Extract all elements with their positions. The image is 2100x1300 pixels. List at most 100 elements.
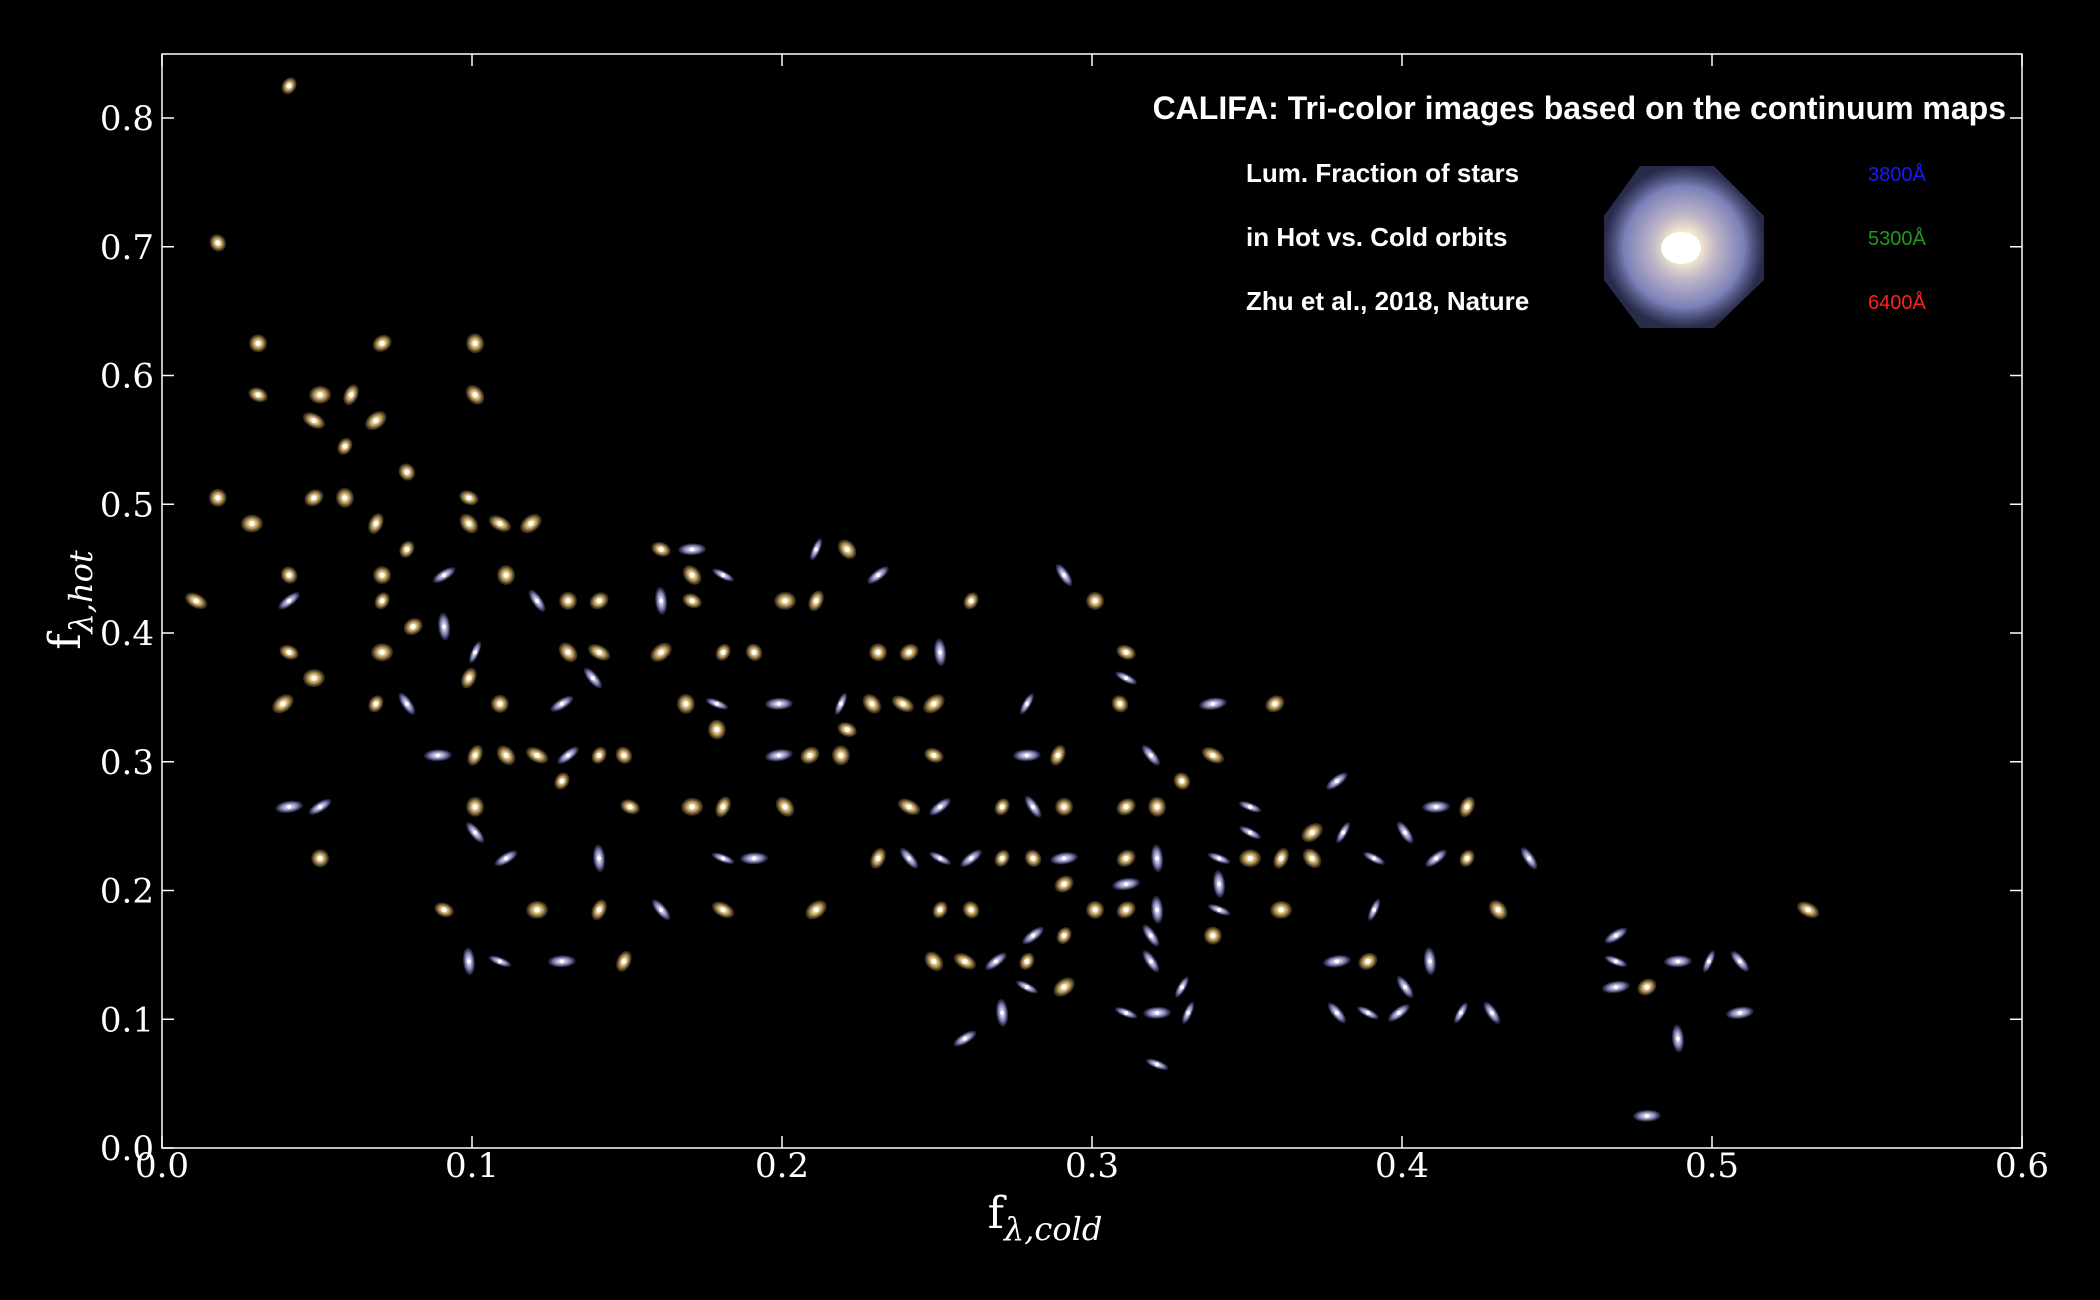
y-tick-label: 0.2 xyxy=(100,872,154,912)
galaxy-point xyxy=(1363,851,1385,865)
galaxy-point xyxy=(831,745,850,766)
galaxy-point xyxy=(932,901,948,919)
galaxy-point xyxy=(924,951,944,972)
galaxy-point xyxy=(1459,796,1475,818)
tick-labels: 0.0 0.1 0.2 0.3 0.4 0.5 0.6 0.0 0.1 0.2 0.3 0.4 0.5 0… xyxy=(100,99,2049,1186)
galaxy-point xyxy=(808,590,824,612)
galaxy-point xyxy=(1273,847,1289,869)
galaxy-point xyxy=(1453,1002,1468,1024)
galaxy-point xyxy=(1111,695,1129,713)
galaxy-point xyxy=(240,514,263,533)
y-tick-label: 0.3 xyxy=(100,743,154,783)
galaxy-point xyxy=(1520,847,1538,870)
galaxy-point xyxy=(279,644,299,660)
y-tick-label: 0.4 xyxy=(100,614,154,654)
galaxy-point xyxy=(715,643,731,661)
galaxy-point xyxy=(1116,849,1136,867)
galaxy-point xyxy=(676,693,695,714)
galaxy-point xyxy=(1602,980,1630,994)
galaxy-point xyxy=(423,749,452,762)
info-line-3: Zhu et al., 2018, Nature xyxy=(1246,286,1529,316)
galaxy-point xyxy=(1301,822,1323,843)
galaxy-point xyxy=(466,333,485,354)
galaxy-point xyxy=(805,900,827,920)
galaxy-point xyxy=(654,586,668,615)
wavelength-5300-label: 5300Å xyxy=(1868,227,1926,250)
x-tick-label: 0.0 xyxy=(135,1146,189,1186)
galaxy-point xyxy=(1730,950,1750,972)
galaxy-point xyxy=(953,953,977,970)
chart-title: CALIFA: Tri-color images based on the co… xyxy=(1153,90,2006,126)
x-tick-label: 0.3 xyxy=(1065,1146,1119,1186)
galaxy-point xyxy=(774,591,797,610)
galaxy-point xyxy=(707,719,726,740)
galaxy-point xyxy=(1632,1109,1661,1122)
galaxy-point xyxy=(1056,927,1072,945)
galaxy-point xyxy=(1086,900,1105,919)
galaxy-point xyxy=(343,384,359,406)
galaxy-point xyxy=(1671,1024,1685,1053)
galaxy-point xyxy=(525,747,549,764)
galaxy-point xyxy=(745,643,763,662)
y-tick-label: 0.0 xyxy=(100,1129,154,1169)
galaxy-point xyxy=(583,667,603,689)
galaxy-point xyxy=(373,566,392,585)
galaxy-point xyxy=(1396,975,1414,999)
galaxy-point xyxy=(1116,798,1136,816)
galaxy-point xyxy=(1483,1001,1501,1024)
galaxy-point xyxy=(368,695,384,713)
galaxy-point xyxy=(309,385,332,404)
galaxy-point xyxy=(1012,749,1041,762)
galaxy-point xyxy=(374,592,390,610)
galaxy-point xyxy=(469,641,482,664)
galaxy-point xyxy=(862,693,882,714)
galaxy-point xyxy=(465,822,485,844)
galaxy-point xyxy=(1702,950,1715,973)
galaxy-point xyxy=(1302,848,1322,869)
galaxy-point xyxy=(740,852,769,865)
galaxy-point xyxy=(1199,697,1227,711)
y-tick-label: 0.5 xyxy=(100,485,154,525)
galaxy-point xyxy=(620,799,640,815)
galaxy-point xyxy=(1796,901,1820,919)
galaxy-point xyxy=(1459,849,1475,867)
galaxy-point xyxy=(461,667,477,689)
example-galaxy-image xyxy=(1604,166,1764,328)
galaxy-point xyxy=(1150,844,1164,873)
galaxy-point xyxy=(1112,877,1140,891)
galaxy-point xyxy=(1423,947,1437,976)
galaxy-point xyxy=(1265,695,1285,713)
galaxy-point xyxy=(891,695,915,713)
galaxy-point xyxy=(1016,980,1038,994)
galaxy-point xyxy=(591,899,607,921)
galaxy-point xyxy=(365,410,387,431)
galaxy-point xyxy=(1054,875,1074,893)
y-tick-label: 0.1 xyxy=(100,1000,154,1040)
galaxy-point xyxy=(467,744,483,766)
galaxy-point xyxy=(681,797,704,816)
galaxy-point xyxy=(834,692,847,715)
galaxy-point xyxy=(995,998,1009,1027)
galaxy-point xyxy=(924,747,944,763)
galaxy-point xyxy=(1336,821,1351,844)
galaxy-point xyxy=(985,952,1007,971)
galaxy-point xyxy=(1326,772,1348,790)
galaxy-point xyxy=(399,540,415,558)
galaxy-point xyxy=(1050,744,1066,766)
galaxy-point xyxy=(764,697,793,710)
galaxy-point xyxy=(403,617,423,636)
galaxy-point xyxy=(711,852,735,865)
galaxy-point xyxy=(1142,924,1160,947)
galaxy-point xyxy=(437,612,451,641)
y-tick-label: 0.8 xyxy=(100,99,154,139)
y-tick-label: 0.7 xyxy=(100,228,154,268)
galaxy-point xyxy=(557,746,579,765)
x-tick-label: 0.1 xyxy=(445,1146,499,1186)
galaxy-point xyxy=(1019,693,1034,715)
galaxy-point xyxy=(682,565,702,585)
galaxy-point xyxy=(1055,797,1074,816)
galaxy-point xyxy=(248,387,268,403)
info-line-1: Lum. Fraction of stars xyxy=(1246,158,1519,188)
galaxy-point xyxy=(304,489,324,507)
galaxy-point xyxy=(372,334,392,352)
